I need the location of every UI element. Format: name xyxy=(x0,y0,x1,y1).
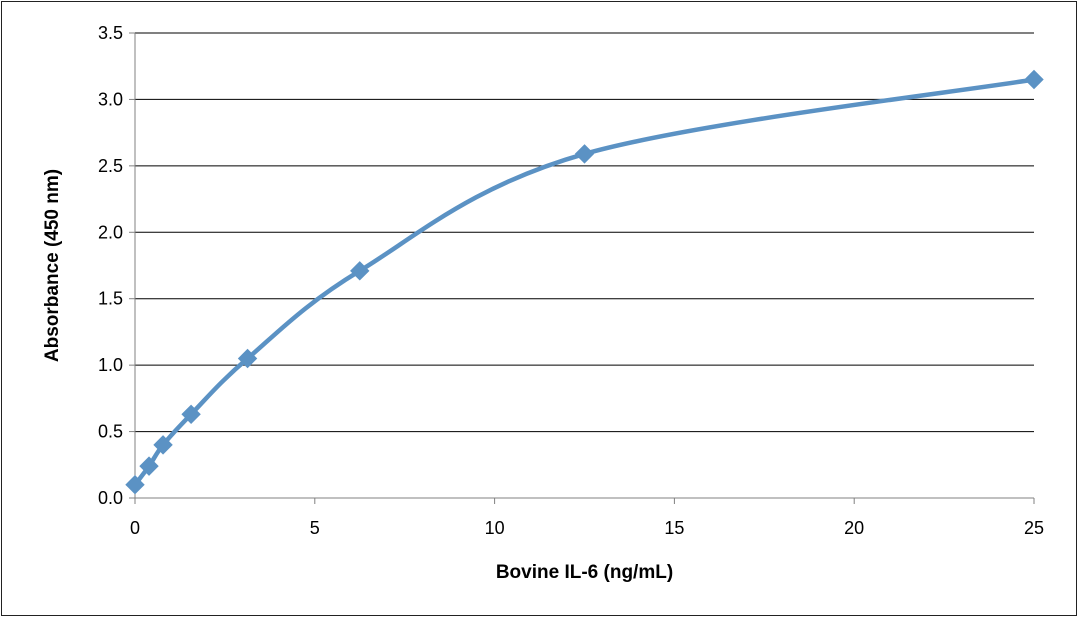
data-point-marker xyxy=(125,475,145,495)
data-point-marker xyxy=(350,261,370,281)
data-point-marker xyxy=(1024,69,1044,90)
data-point-marker xyxy=(237,348,258,369)
x-tick-label: 25 xyxy=(1024,518,1044,538)
x-tick-label: 5 xyxy=(310,518,320,538)
x-tick-label: 15 xyxy=(664,518,684,538)
y-tick-label: 0.5 xyxy=(98,422,123,442)
y-tick-label: 3.0 xyxy=(98,89,123,109)
axes xyxy=(129,32,1035,504)
x-axis-title: Bovine IL-6 (ng/mL) xyxy=(496,562,673,583)
y-tick-labels: 0.0 0.5 1.0 1.5 2.0 2.5 3.0 3.5 xyxy=(98,23,123,508)
data-point-marker xyxy=(153,435,173,455)
y-axis-title: Absorbance (450 nm) xyxy=(42,169,63,362)
gridlines xyxy=(135,32,1034,433)
y-tick-label: 3.5 xyxy=(98,23,123,43)
series-group xyxy=(125,69,1044,495)
data-point-marker xyxy=(181,404,201,425)
x-tick-label: 20 xyxy=(844,518,864,538)
x-tick-label: 0 xyxy=(130,518,140,538)
x-tick-label: 10 xyxy=(485,518,505,538)
x-tick-labels: 0 5 10 15 20 25 xyxy=(130,518,1044,538)
data-point-marker xyxy=(139,456,159,476)
series-line-0 xyxy=(132,77,1037,487)
y-tick-label: 2.0 xyxy=(98,222,123,242)
y-tick-label: 1.5 xyxy=(98,289,123,309)
y-tick-label: 1.0 xyxy=(98,355,123,375)
data-point-marker xyxy=(574,144,595,164)
y-tick-label: 0.0 xyxy=(98,488,123,508)
y-tick-label: 2.5 xyxy=(98,156,123,176)
